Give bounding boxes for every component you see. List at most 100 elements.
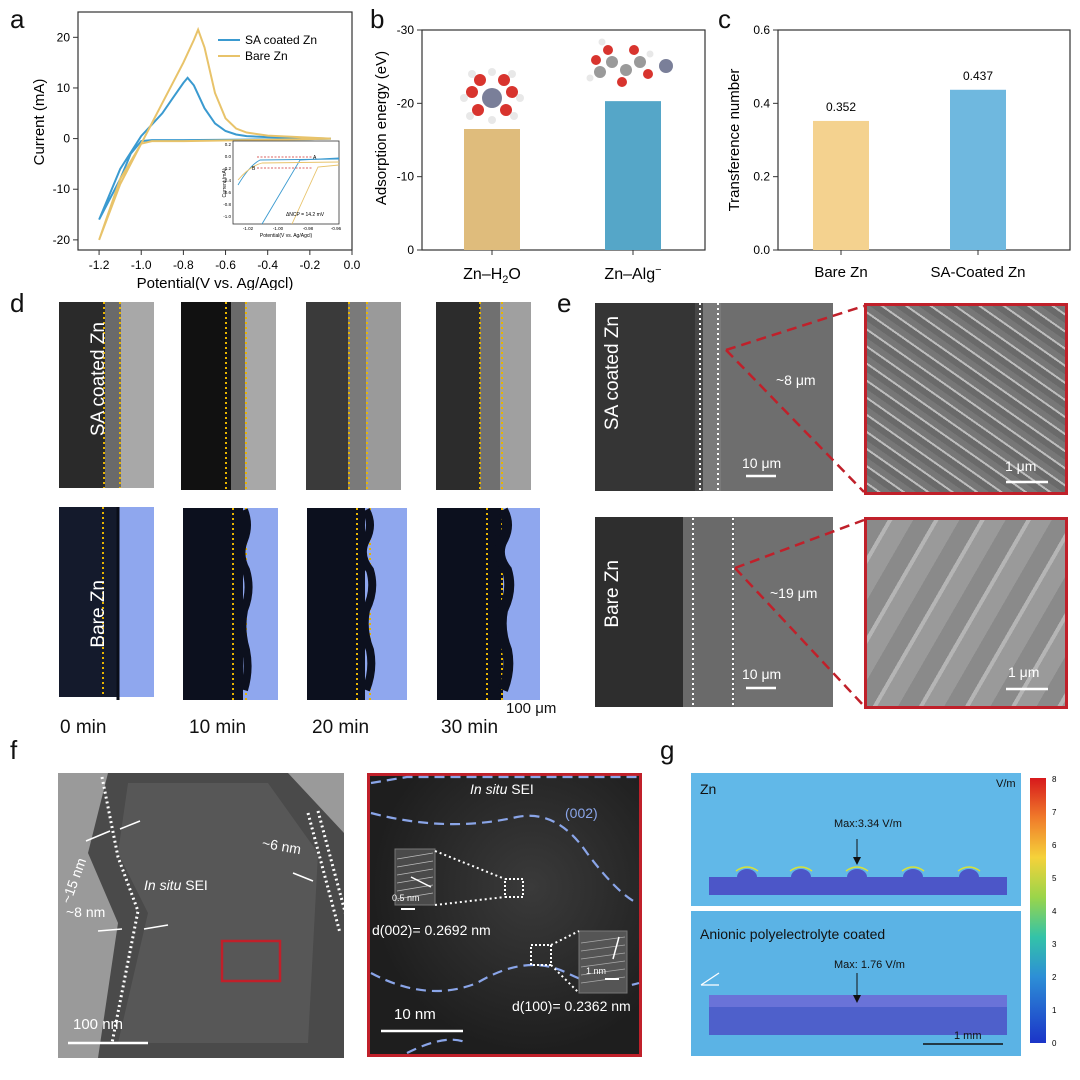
cv-ytick-4: -20 — [53, 233, 71, 247]
cv-ytick-1: 10 — [57, 81, 71, 95]
tem-scale-left: 100 nm — [73, 1016, 124, 1033]
colorbar-tick-8: 8 — [1052, 775, 1057, 784]
tem-d100: d(100)= 0.2362 nm — [512, 998, 631, 1014]
adsorption-ytick-1: -20 — [397, 96, 415, 110]
inset-ylabel: Current (mA) — [222, 168, 228, 197]
adsorption-ytick-2: -10 — [397, 170, 415, 184]
cv-ylabel: Current (mA) — [31, 79, 48, 166]
adsorption-bar-0 — [464, 129, 520, 250]
inset-marker-b: B — [252, 166, 256, 172]
adsorption-ylabel: Adsorption energy (eV) — [373, 51, 390, 205]
tem-sei-label-right: In situ SEI — [470, 781, 534, 797]
sim-colorbar — [1030, 778, 1046, 1043]
sim-bottom-title: Anionic polyelectrolyte coated — [700, 926, 886, 942]
transference-bar-0 — [813, 120, 869, 250]
sem-scale-sa: 10 μm — [742, 455, 782, 471]
colorbar-tick-2: 2 — [1052, 973, 1057, 982]
optical-sa-30min — [436, 302, 531, 490]
time-label-10: 10 min — [189, 717, 247, 738]
optical-sa-10min — [181, 302, 276, 490]
sim-scale-bar: 1 mm — [954, 1030, 982, 1042]
sem-scale-bare: 10 μm — [742, 666, 782, 682]
tem-hrtem-overlay — [370, 775, 640, 1054]
inset-marker-a: A — [313, 155, 317, 161]
tem-scale-right: 10 nm — [394, 1006, 436, 1023]
cv-xtick-6: 0.0 — [344, 258, 360, 272]
inset-xtick-1: -1.00 — [273, 226, 284, 231]
tem-inset2-scale: 1 nm — [586, 966, 607, 976]
tem-inset1-scale: 0.5 nm — [392, 893, 420, 903]
cv-xlabel: Potential(V vs. Ag/Agcl) — [137, 275, 294, 290]
tem-plane-002: (002) — [565, 805, 598, 821]
transference-ytick-2: 0.2 — [753, 170, 770, 184]
transference-ytick-0: 0.6 — [753, 23, 770, 37]
tem-d002: d(002)= 0.2692 nm — [372, 922, 491, 938]
optical-bare-0min — [59, 507, 154, 697]
panel-label-a: a — [10, 4, 25, 34]
transference-xcat-0: Bare Zn — [814, 264, 867, 281]
sem-zoom-scale-bare: 1 μm — [1008, 664, 1040, 680]
inset-ytick-3: -0.4 — [223, 178, 231, 183]
colorbar-tick-1: 1 — [1052, 1006, 1057, 1015]
sem-thickness-bare: ~19 μm — [770, 585, 818, 601]
transference-chart: 0.6 0.4 0.2 0.0 0.352 Bare Zn 0.437 SA-Coated Z… — [726, 23, 1071, 281]
inset-ytick-2: -0.2 — [223, 166, 231, 171]
optical-boundary-lines — [102, 302, 515, 700]
inset-xtick-0: -1.02 — [243, 226, 254, 231]
optical-row-label-bare: Bare Zn — [88, 580, 109, 648]
colorbar-tick-3: 3 — [1052, 940, 1057, 949]
optical-sa-0min — [59, 302, 154, 488]
inset-ytick-6: -1.0 — [223, 214, 231, 219]
transference-bar-1 — [950, 89, 1006, 251]
cv-ytick-0: 20 — [57, 30, 71, 44]
adsorption-ytick-3: 0 — [407, 243, 414, 257]
panel-label-d: d — [10, 288, 25, 318]
time-label-20: 20 min — [312, 717, 370, 738]
legend-bare-label: Bare Zn — [245, 49, 288, 63]
optical-row-label-sa: SA coated Zn — [88, 322, 109, 437]
sem-cross-section-bare — [595, 517, 833, 707]
inset-annotation: ΔNCP = 14.2 mV — [286, 212, 325, 218]
cv-xtick-1: -1.0 — [131, 258, 152, 272]
panel-label-c: c — [718, 4, 731, 34]
adsorption-bar-1 — [605, 101, 661, 250]
transference-ytick-3: 0.0 — [753, 243, 770, 257]
transference-plot-frame — [777, 29, 1071, 251]
adsorption-chart: -30 -20 -10 0 Adsorption energy (eV) Zn–H2O… — [373, 23, 706, 286]
time-label-0: 0 min — [60, 717, 107, 738]
inset-ytick-5: -0.8 — [223, 202, 231, 207]
colorbar-tick-5: 5 — [1052, 874, 1057, 883]
tem-overview-overlay — [68, 773, 344, 1058]
cv-inset: Current (mA) 0.2 0.0 -0.2 -0.4 -0.6 -0.8… — [222, 140, 342, 239]
transference-value-1: 0.437 — [963, 69, 993, 83]
adsorption-ytick-0: -30 — [397, 23, 415, 37]
cv-xtick-5: -0.2 — [300, 258, 321, 272]
inset-xtick-2: -0.98 — [303, 226, 314, 231]
inset-xlabel: Potential(V vs. Ag/Agcl) — [260, 233, 313, 239]
adsorption-plot-frame — [421, 29, 706, 251]
adsorption-xcat-0: Zn–H2O — [463, 266, 521, 286]
panel-label-f: f — [10, 735, 18, 765]
sim-unit: V/m — [996, 778, 1016, 790]
sem-zoom-sa — [864, 303, 1068, 495]
legend-sa-label: SA coated Zn — [245, 33, 317, 47]
sem-zoom-bare — [864, 517, 1068, 709]
cv-series-1 — [98, 26, 331, 241]
optical-sa-20min — [306, 302, 401, 490]
transference-ylabel: Transference number — [726, 69, 743, 212]
zn-water-molecule-icon — [460, 68, 524, 124]
sem-thickness-sa: ~8 μm — [776, 372, 816, 388]
optical-bare-30min — [437, 508, 540, 700]
colorbar-tick-4: 4 — [1052, 907, 1057, 916]
transference-xcat-1: SA-Coated Zn — [930, 264, 1025, 281]
cv-xtick-4: -0.4 — [257, 258, 278, 272]
cv-ytick-2: 0 — [63, 132, 70, 146]
optical-bare-10min — [183, 508, 278, 700]
inset-xtick-3: -0.96 — [331, 226, 342, 231]
tem-sei-label-left: In situ SEI — [144, 877, 208, 893]
inset-ytick-4: -0.6 — [223, 190, 231, 195]
tem-label-8nm: ~8 nm — [66, 904, 106, 920]
cv-plot-frame — [77, 11, 353, 251]
colorbar-tick-7: 7 — [1052, 808, 1057, 817]
inset-ytick-1: 0.0 — [225, 154, 232, 159]
